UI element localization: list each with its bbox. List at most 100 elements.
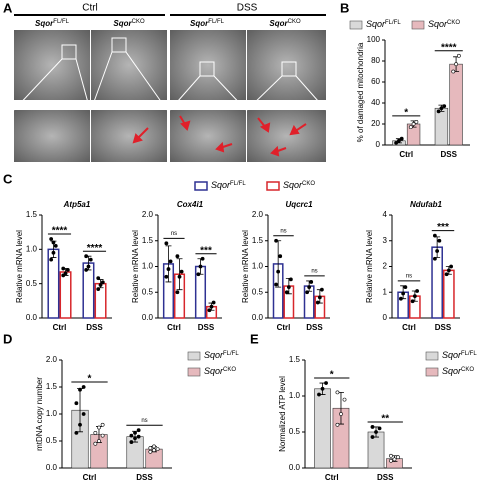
y-tick-label: 1.0 [252, 262, 264, 271]
data-point [51, 240, 56, 245]
legend-gene: Sqor [204, 350, 224, 360]
column-label: SqorFL/FL [190, 19, 225, 29]
x-tick-label: Ctrl [53, 323, 67, 332]
zoom-box [281, 61, 297, 77]
error-bar [176, 258, 183, 291]
bar [82, 262, 95, 319]
data-point [129, 440, 134, 444]
panel-label: C [3, 171, 13, 186]
data-point [207, 308, 212, 313]
data-point [100, 422, 105, 427]
data-point [61, 273, 66, 278]
tem-zoom [247, 110, 326, 162]
chart-title: Atp5a1 [63, 200, 91, 209]
legend-gene: Sqor [211, 180, 231, 190]
arrow-head [259, 122, 271, 133]
significance-label: *** [200, 245, 212, 256]
data-point [96, 287, 101, 292]
data-point [166, 267, 171, 271]
legend-genotype: CKO [302, 181, 315, 187]
legend-swatch [425, 367, 439, 377]
data-point [179, 269, 184, 274]
data-point [100, 280, 105, 285]
genotype: CKO [132, 19, 145, 25]
data-point [392, 457, 397, 462]
legend-swatch [266, 181, 280, 191]
significance-label: ** [381, 414, 389, 425]
bar [443, 269, 455, 319]
data-point [148, 446, 153, 450]
legend-swatch [194, 181, 208, 191]
y-axis-label: Relative mRNA level [241, 230, 250, 303]
y-tick-label: 0.0 [26, 313, 38, 322]
y-tick-label: 1 [383, 287, 388, 296]
data-point [456, 53, 461, 58]
data-point [129, 433, 134, 438]
legend-label: SqorFL/FL [204, 350, 239, 360]
x-tick-label: DSS [198, 323, 215, 332]
tem-image [247, 30, 326, 100]
chart-title: Ndufab1 [410, 200, 443, 209]
data-point [389, 458, 393, 463]
data-point [53, 243, 58, 248]
y-tick-label: 4 [383, 210, 388, 219]
significance-label: **** [441, 42, 457, 53]
column-label: SqorCKO [269, 19, 301, 29]
legend-label: SqorFL/FL [211, 180, 246, 190]
data-point [97, 425, 101, 430]
y-tick-label: 80 [371, 56, 380, 65]
x-tick-label: DSS [377, 473, 394, 482]
data-point [81, 385, 86, 389]
legend-swatch [425, 351, 439, 361]
data-point [133, 430, 137, 435]
data-point [412, 294, 417, 299]
significance-label: ns [311, 268, 317, 274]
tem-zoom [14, 110, 90, 162]
y-tick-label: 1.0 [142, 262, 154, 271]
data-point [88, 257, 93, 262]
data-point [133, 436, 137, 441]
y-tick-label: 20 [371, 119, 380, 128]
data-point [437, 238, 442, 243]
y-axis-label: % of damaged mitochondria [356, 42, 365, 142]
data-point [196, 272, 201, 277]
x-tick-label: Ctrl [325, 473, 339, 482]
legend-genotype: CKO [461, 367, 474, 373]
genotype: CKO [288, 19, 301, 25]
significance-label: **** [87, 243, 103, 254]
data-point [432, 233, 437, 238]
data-point [164, 274, 169, 279]
data-point [414, 120, 419, 124]
y-tick-label: 1.5 [252, 236, 264, 245]
data-point [74, 401, 79, 406]
data-point [93, 430, 98, 435]
legend-genotype: FL/FL [385, 20, 401, 26]
group-label: DSS [237, 3, 258, 14]
y-tick-label: 1.0 [26, 244, 38, 253]
y-tick-label: 100 [367, 35, 381, 44]
x-tick-label: DSS [136, 473, 153, 482]
y-axis-label: Relative mRNA level [365, 230, 374, 303]
legend-gene: Sqor [442, 350, 462, 360]
legend-gene: Sqor [442, 366, 462, 376]
legend-label: SqorCKO [442, 366, 474, 376]
data-point [439, 106, 444, 111]
panel-label: D [3, 331, 12, 346]
data-point [93, 441, 98, 446]
data-point [411, 122, 416, 126]
data-point [136, 428, 141, 433]
data-point [148, 449, 153, 454]
column-label: SqorCKO [113, 19, 145, 29]
data-point [446, 268, 451, 273]
legend-genotype: CKO [447, 20, 460, 26]
data-point [98, 283, 103, 287]
data-point [65, 268, 70, 272]
arrow-head [180, 120, 191, 131]
data-point [211, 300, 216, 305]
gene: Sqor [35, 19, 54, 28]
zoom-lines [13, 51, 327, 111]
data-point [401, 291, 406, 296]
y-tick-label: 0.5 [142, 287, 154, 296]
x-tick-label: Ctrl [402, 323, 416, 332]
data-point [315, 300, 320, 305]
